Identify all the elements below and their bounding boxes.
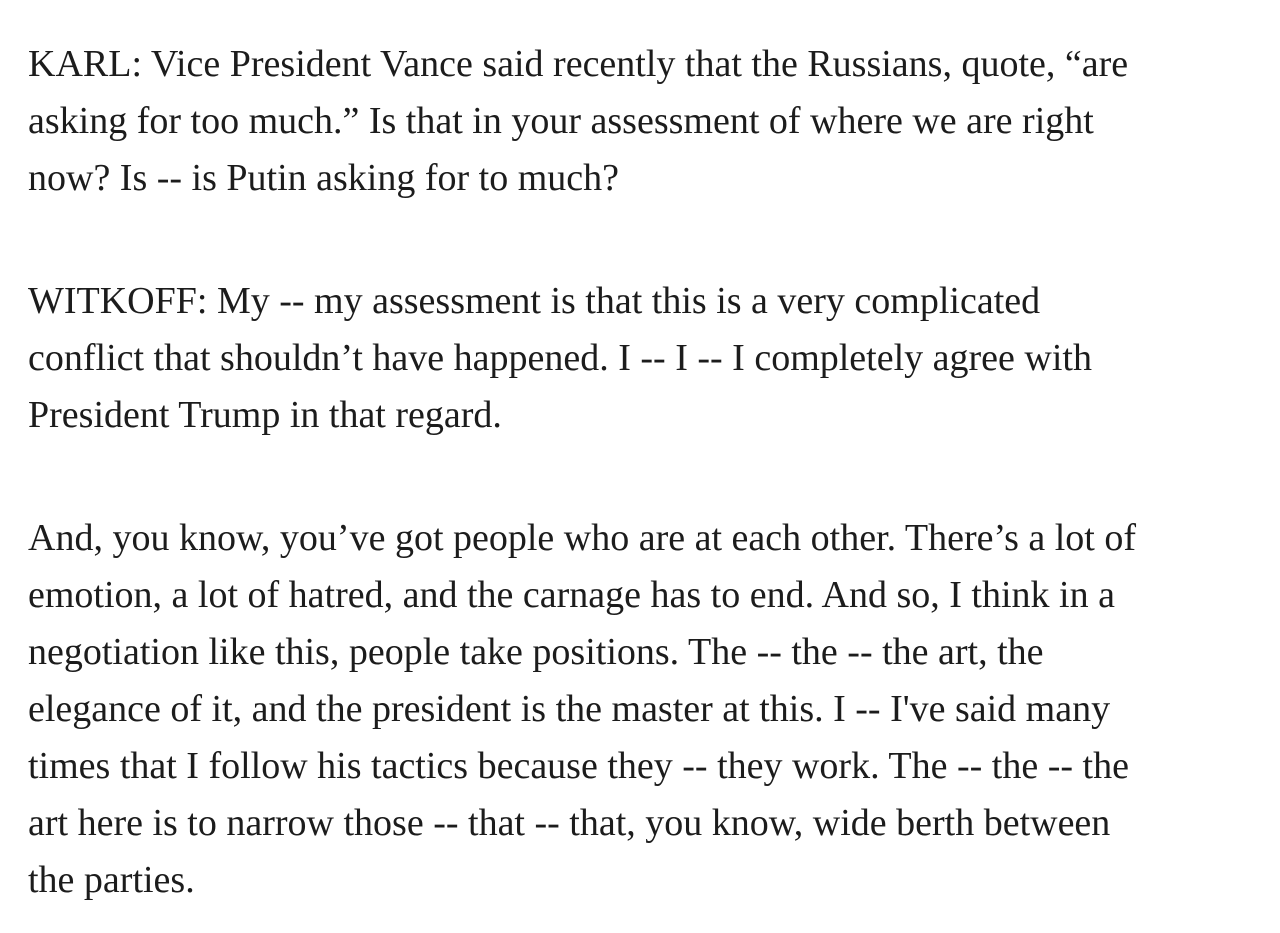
transcript-line: negotiation like this, people take posit… [28, 631, 1044, 673]
transcript-line: President Trump in that regard. [28, 394, 502, 436]
transcript-paragraph-witkoff-answer: WITKOFF: My -- my assessment is that thi… [28, 273, 1252, 444]
transcript-line: art here is to narrow those -- that -- t… [28, 802, 1111, 844]
transcript-line: times that I follow his tactics because … [28, 745, 1129, 787]
transcript-line: the parties. [28, 859, 195, 901]
transcript-line: emotion, a lot of hatred, and the carnag… [28, 574, 1115, 616]
transcript-line: And, you know, you’ve got people who are… [28, 517, 1137, 559]
transcript-paragraph-karl-question: KARL: Vice President Vance said recently… [28, 36, 1252, 207]
transcript-line: conflict that shouldn’t have happened. I… [28, 337, 1092, 379]
transcript-paragraph-witkoff-continued: And, you know, you’ve got people who are… [28, 510, 1252, 909]
article-body: KARL: Vice President Vance said recently… [28, 36, 1252, 909]
transcript-line: elegance of it, and the president is the… [28, 688, 1111, 730]
transcript-line: now? Is -- is Putin asking for to much? [28, 157, 620, 199]
transcript-line: WITKOFF: My -- my assessment is that thi… [28, 280, 1041, 322]
transcript-line: asking for too much.” Is that in your as… [28, 100, 1094, 142]
transcript-line: KARL: Vice President Vance said recently… [28, 43, 1129, 85]
